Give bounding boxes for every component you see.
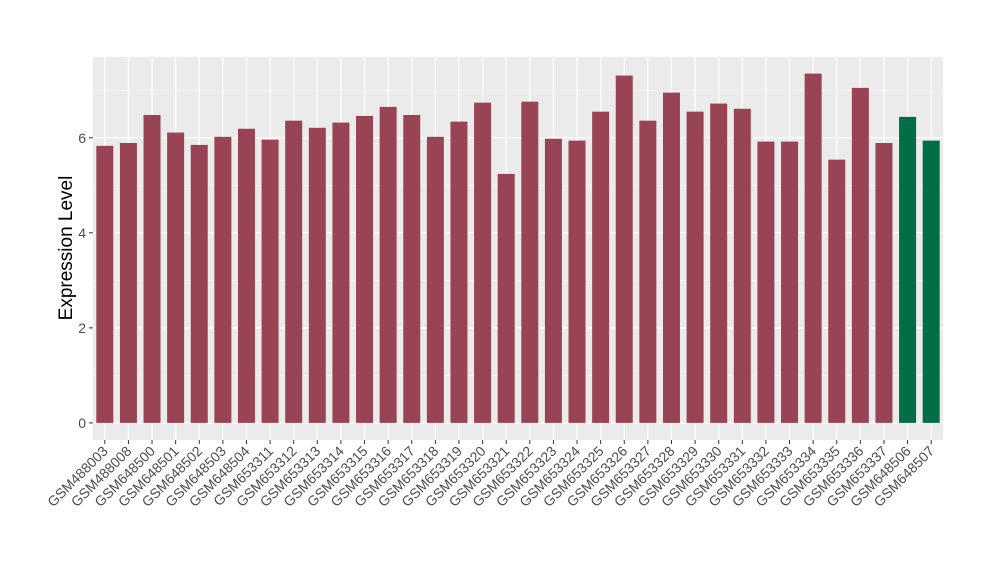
bar <box>167 132 185 423</box>
bar <box>356 115 374 423</box>
y-tick-label: 6 <box>78 130 86 146</box>
bar <box>615 75 633 423</box>
bar <box>450 121 468 423</box>
bar <box>922 140 940 423</box>
bar <box>757 141 775 423</box>
bar <box>332 122 350 423</box>
bar <box>568 140 586 423</box>
bar <box>875 143 893 423</box>
bar <box>544 138 562 423</box>
bar <box>521 101 539 423</box>
bar <box>899 116 917 423</box>
bar <box>710 103 728 423</box>
y-tick-label: 2 <box>78 320 86 336</box>
bar <box>190 144 208 423</box>
plot-background <box>93 57 943 440</box>
bar <box>426 136 444 423</box>
bar <box>639 120 657 423</box>
bar <box>143 114 161 423</box>
bar <box>781 141 799 423</box>
bar <box>828 159 846 423</box>
bar <box>261 139 279 423</box>
bar <box>214 136 232 423</box>
bar <box>851 87 869 423</box>
y-axis-label: Expression Level <box>56 176 77 321</box>
y-tick-label: 0 <box>78 415 86 431</box>
bar <box>804 73 822 423</box>
bar <box>403 114 421 423</box>
bar <box>96 145 114 423</box>
bar <box>285 120 303 423</box>
y-tick-label: 4 <box>78 225 86 241</box>
bar <box>379 106 397 423</box>
bar <box>237 128 255 423</box>
bar <box>474 102 492 423</box>
bar <box>308 127 326 423</box>
bar <box>662 92 680 423</box>
bar <box>733 108 751 423</box>
bar <box>497 173 515 423</box>
bar <box>686 111 704 423</box>
bar <box>119 143 137 423</box>
bar <box>592 111 610 423</box>
